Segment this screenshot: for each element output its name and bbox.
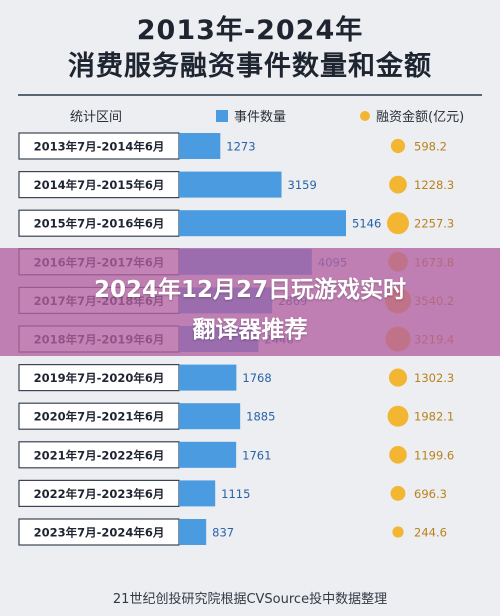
- amount-dot: [387, 212, 409, 235]
- header-count: 事件数量: [216, 106, 286, 125]
- chart-title-line2: 消费服务融资事件数量和金额: [68, 51, 432, 82]
- count-value-label: 1115: [221, 487, 250, 501]
- amount-dot: [387, 405, 409, 427]
- amount-value-label: 244.6: [414, 526, 447, 540]
- count-value-label: 1885: [246, 410, 275, 424]
- amount-dot: [390, 138, 406, 154]
- period-label-box: [18, 132, 180, 160]
- count-value-label: 1768: [242, 371, 271, 385]
- period-label: 2021年7月-2022年6月: [34, 448, 165, 462]
- count-value-label: 3159: [288, 178, 317, 192]
- amount-value-label: 1982.1: [414, 410, 454, 424]
- header-count-label: 事件数量: [234, 110, 287, 125]
- count-bar: [179, 133, 221, 159]
- period-label: 2013年7月-2014年6月: [34, 140, 165, 154]
- banner-text-line1: 2024年12月27日玩游戏实时: [93, 277, 407, 303]
- amount-value-label: 1228.3: [414, 178, 454, 192]
- title-divider: [18, 94, 482, 96]
- period-label: 2015年7月-2016年6月: [34, 217, 165, 231]
- banner-overlay: [0, 248, 500, 356]
- header-amount: 融资金额(亿元): [360, 106, 464, 125]
- amount-dot: [392, 526, 404, 538]
- count-bar: [179, 403, 241, 430]
- legend-bar-icon: [216, 109, 228, 122]
- amount-dot: [389, 445, 407, 464]
- count-value-label: 1273: [226, 140, 255, 154]
- period-label: 2022年7月-2023年6月: [34, 487, 165, 501]
- count-value-label: 5146: [352, 217, 381, 231]
- header-period: 统计区间: [70, 110, 123, 125]
- count-bar: [179, 441, 237, 468]
- count-bar: [179, 210, 346, 237]
- count-bar: [179, 171, 282, 198]
- count-bar: [179, 364, 237, 391]
- count-bar: [179, 519, 207, 545]
- source-footer: 21世纪创投研究院根据CVSource投中数据整理: [112, 592, 388, 607]
- amount-value-label: 696.3: [414, 487, 447, 501]
- amount-value-label: 598.2: [414, 140, 447, 154]
- amount-dot: [390, 485, 406, 501]
- period-label: 2014年7月-2015年6月: [34, 178, 165, 192]
- amount-value-label: 1302.3: [414, 371, 454, 385]
- count-value-label: 837: [212, 526, 234, 540]
- chart-title-line1: 2013年-2024年: [136, 15, 364, 46]
- period-label-box: [18, 364, 180, 392]
- count-value-label: 1761: [242, 448, 271, 462]
- legend-dot-icon: [360, 110, 370, 121]
- period-label: 2020年7月-2021年6月: [34, 410, 165, 424]
- period-label: 2019年7月-2020年6月: [34, 371, 165, 385]
- banner-text-line2: 翻译器推荐: [192, 317, 308, 343]
- amount-value-label: 2257.3: [414, 217, 454, 231]
- amount-dot: [388, 368, 408, 387]
- header-amount-label: 融资金额(亿元): [376, 110, 465, 125]
- amount-dot: [389, 175, 407, 194]
- amount-value-label: 1199.6: [414, 448, 454, 462]
- period-label: 2023年7月-2024年6月: [34, 526, 165, 540]
- period-label-box: [18, 209, 180, 237]
- period-label-box: [18, 479, 180, 507]
- count-bar: [179, 480, 216, 507]
